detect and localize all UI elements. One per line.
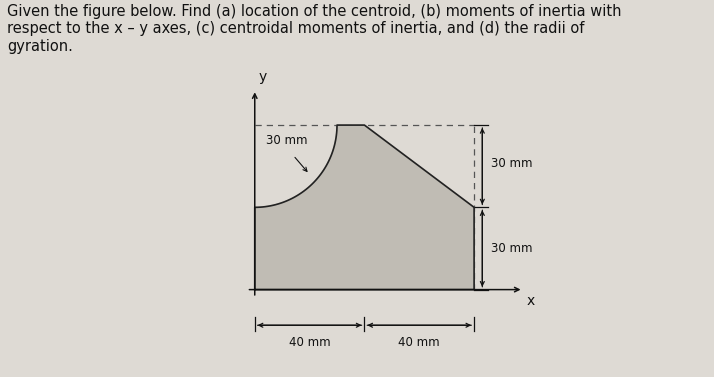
Text: Given the figure below. Find (a) location of the centroid, (b) moments of inerti: Given the figure below. Find (a) locatio… <box>7 4 622 54</box>
Text: 40 mm: 40 mm <box>398 336 440 349</box>
Polygon shape <box>255 125 474 290</box>
Text: x: x <box>526 294 535 308</box>
Text: 30 mm: 30 mm <box>491 157 532 170</box>
Text: 30 mm: 30 mm <box>266 134 307 147</box>
Text: 30 mm: 30 mm <box>491 242 532 255</box>
Text: y: y <box>259 70 267 84</box>
Text: 40 mm: 40 mm <box>288 336 331 349</box>
